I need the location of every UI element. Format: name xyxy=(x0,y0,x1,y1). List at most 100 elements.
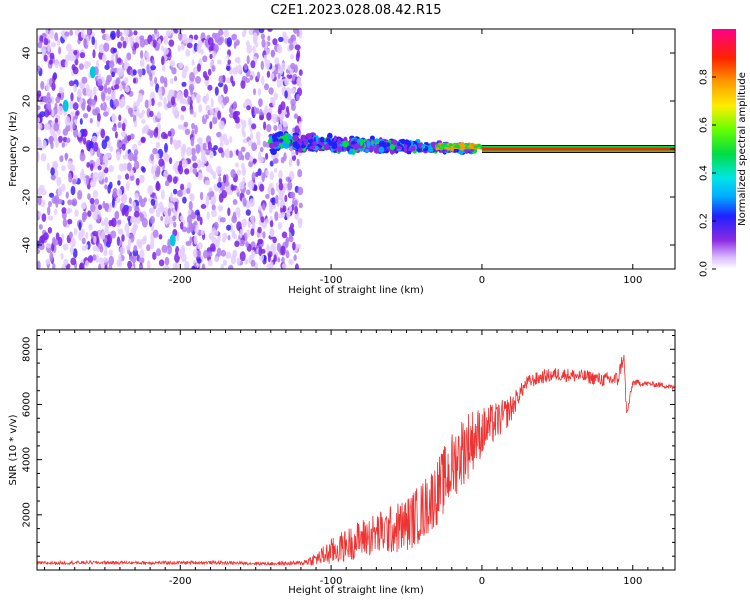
spectrogram-noise-mark xyxy=(95,254,99,264)
spectrogram-noise-mark xyxy=(97,243,103,250)
spectrogram-noise-mark xyxy=(43,95,47,103)
spectrogram-noise-mark xyxy=(279,78,283,88)
spectrogram-noise-mark xyxy=(127,238,132,247)
spectrogram-noise-mark xyxy=(214,111,218,118)
spectrogram-noise-mark xyxy=(48,29,55,39)
spectrogram-noise-mark xyxy=(286,209,291,219)
spectrogram-noise-mark xyxy=(140,238,147,245)
spectrogram-noise-mark xyxy=(243,29,247,35)
spectrogram-noise-mark xyxy=(277,257,281,263)
spectrogram-noise-mark xyxy=(172,176,178,185)
spectrogram-noise-mark xyxy=(167,238,171,249)
spectrogram-noise-mark xyxy=(151,98,155,107)
spectrogram-transition-mark xyxy=(461,144,466,148)
spectrogram-noise-mark xyxy=(250,259,256,267)
spectrogram-noise-mark xyxy=(242,197,247,207)
spectrogram-noise-mark xyxy=(90,147,94,157)
spectrogram-noise-mark xyxy=(280,101,286,111)
spectrogram-noise-mark xyxy=(296,77,301,86)
spectrogram-noise-mark xyxy=(206,251,213,258)
snr-x-tick-label: 0 xyxy=(479,576,485,587)
spectrogram-noise-mark xyxy=(291,74,296,82)
spectrogram-noise-mark xyxy=(37,260,41,269)
spectrogram-noise-mark xyxy=(134,193,139,200)
spectrogram-echo-mark xyxy=(307,139,314,144)
spectrogram-noise-mark xyxy=(139,38,146,48)
spectrogram-noise-mark xyxy=(152,229,159,238)
spectrogram-noise-mark xyxy=(47,42,51,53)
spectrogram-noise-mark xyxy=(138,256,145,264)
spectrogram-noise-mark xyxy=(133,42,140,49)
spectrogram-noise-mark xyxy=(183,121,189,128)
spectrogram-noise-mark xyxy=(55,96,61,104)
spectrogram-noise-mark xyxy=(241,162,245,170)
spectrogram-noise-mark xyxy=(206,211,210,220)
spectrogram-noise-mark xyxy=(192,111,197,118)
spectrogram-noise-mark xyxy=(165,30,172,37)
spectrogram-noise-mark xyxy=(253,32,258,38)
spectrogram-noise-mark xyxy=(287,181,293,191)
spectrogram-noise-mark xyxy=(203,156,207,164)
spectrogram-noise-mark xyxy=(164,180,170,187)
spectrogram-noise-mark xyxy=(65,209,71,214)
spectrogram-noise-mark xyxy=(279,115,283,125)
spectrogram-noise-mark xyxy=(125,173,130,180)
spectrogram-noise-mark xyxy=(273,167,278,173)
spectrogram-noise-mark xyxy=(54,32,59,42)
spectrogram-noise-mark xyxy=(253,88,256,96)
spectrogram-noise-mark xyxy=(245,241,249,248)
spectrogram-noise-mark xyxy=(49,52,55,60)
spectrogram-noise-mark xyxy=(143,197,147,203)
spectrogram-noise-mark xyxy=(79,81,84,89)
spectrogram-transition-mark xyxy=(465,143,470,146)
spectrogram-noise-mark xyxy=(222,259,228,266)
spectrogram-echo-mark xyxy=(328,142,335,146)
spectrogram-noise-mark xyxy=(217,204,224,212)
spectrogram-noise-mark xyxy=(258,98,263,107)
spectrogram-noise-mark xyxy=(267,35,271,42)
spectrogram-noise-mark xyxy=(277,108,282,115)
spectrogram-noise-mark xyxy=(92,108,99,116)
spectrogram-noise-mark xyxy=(62,218,68,228)
spectrogram-echo-mark xyxy=(333,135,338,141)
spectrogram-noise-mark xyxy=(48,215,54,221)
spectrogram-noise-mark xyxy=(285,250,290,259)
spectrogram-noise-mark xyxy=(93,235,97,244)
spectrogram-noise-mark xyxy=(67,199,73,206)
spectrogram-noise-mark xyxy=(155,153,160,160)
spectrogram-noise-mark xyxy=(218,75,224,84)
spectrogram-noise-mark xyxy=(186,42,193,49)
spectrogram-noise-mark xyxy=(272,113,278,124)
spectrogram-noise-mark xyxy=(218,147,224,154)
spectrogram-noise-mark xyxy=(111,197,115,208)
spectrogram-noise-mark xyxy=(121,96,125,106)
spectrogram-noise-mark xyxy=(286,73,293,79)
spectrogram-noise-mark xyxy=(37,196,42,206)
spectrogram-noise-mark xyxy=(209,168,214,175)
spectrogram-noise-mark xyxy=(54,117,59,124)
spectrogram-noise-mark xyxy=(102,53,107,63)
spectrogram-noise-mark xyxy=(132,143,138,152)
spectrogram-noise-mark xyxy=(45,243,52,249)
spectrogram-noise-mark xyxy=(217,59,222,65)
spectrogram-noise-mark xyxy=(274,63,279,69)
spectrogram-noise-mark xyxy=(161,189,165,200)
spectrogram-noise-mark xyxy=(248,180,255,190)
spectrogram-echo-mark xyxy=(337,145,343,153)
spectrogram-noise-mark xyxy=(181,69,187,79)
spectrogram-noise-mark xyxy=(110,30,116,40)
spectrogram-noise-mark xyxy=(151,165,155,175)
spectrogram-noise-mark xyxy=(184,128,191,135)
spectrogram-noise-mark xyxy=(230,75,234,84)
spectrogram-noise-mark xyxy=(277,222,283,230)
spectrogram-noise-mark xyxy=(264,83,269,91)
spectrogram-noise-mark xyxy=(176,92,180,102)
spectrogram-noise-mark xyxy=(97,165,102,171)
spectrogram-noise-mark xyxy=(248,160,254,168)
spectrogram-echo-mark xyxy=(403,146,408,153)
spectrogram-noise-mark xyxy=(75,110,80,116)
spectrogram-noise-mark xyxy=(295,93,300,101)
spectrogram-noise-mark xyxy=(298,69,303,76)
spectrogram-noise-mark xyxy=(251,249,256,259)
